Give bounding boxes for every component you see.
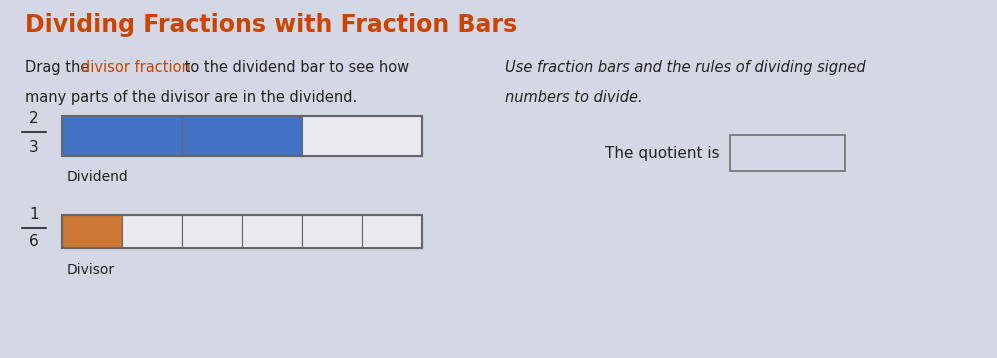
Text: 6: 6 [29,234,39,250]
Bar [242,215,302,248]
Text: many parts of the divisor are in the dividend.: many parts of the divisor are in the div… [25,90,357,105]
Text: The quotient is: The quotient is [605,145,720,160]
Bar [62,215,422,248]
Bar [730,135,845,171]
Bar [182,215,242,248]
Text: Drag the: Drag the [25,60,94,75]
Text: divisor fraction: divisor fraction [81,60,190,75]
Bar [62,116,182,156]
Text: 2: 2 [29,111,39,126]
Text: 1: 1 [29,208,39,223]
Text: to the dividend bar to see how: to the dividend bar to see how [180,60,409,75]
Text: Dividing Fractions with Fraction Bars: Dividing Fractions with Fraction Bars [25,13,517,37]
Bar [302,116,422,156]
Bar [62,116,422,156]
Text: Use fraction bars and the rules of dividing signed: Use fraction bars and the rules of divid… [505,60,865,75]
Bar [302,215,362,248]
Text: Divisor: Divisor [67,263,115,277]
Bar [122,215,182,248]
Bar [362,215,422,248]
Text: 3: 3 [29,140,39,155]
Text: numbers to divide.: numbers to divide. [505,90,643,105]
Text: Dividend: Dividend [67,170,129,184]
Bar [62,215,122,248]
Bar [182,116,302,156]
